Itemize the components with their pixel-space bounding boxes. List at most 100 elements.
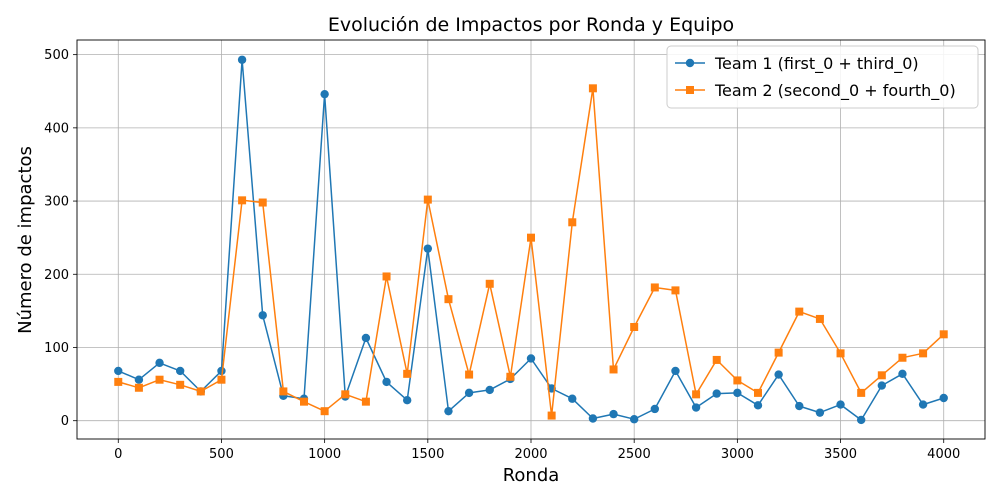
data-point: [258, 311, 267, 320]
data-point: [568, 218, 577, 227]
data-point: [898, 369, 907, 379]
x-tick-label: 1500: [411, 447, 444, 462]
data-point: [691, 403, 701, 412]
legend: Team 1 (first_0 + third_0) Team 2 (second…: [666, 45, 979, 109]
data-point: [877, 371, 886, 380]
data-point: [733, 376, 742, 385]
data-point: [238, 196, 247, 205]
data-point: [382, 377, 391, 387]
data-point: [568, 394, 577, 403]
y-tick-label: 100: [44, 341, 69, 356]
data-point: [527, 233, 535, 242]
legend-box: [666, 45, 979, 109]
data-point: [919, 349, 928, 358]
series-1: [114, 55, 948, 425]
data-point: [361, 397, 370, 406]
data-point: [114, 377, 123, 386]
legend-item-1: Team 1 (first_0 + third_0): [675, 54, 919, 74]
y-tick-label: 400: [44, 121, 69, 136]
data-point: [465, 370, 474, 379]
x-tick-label: 3500: [824, 447, 857, 462]
series-layer: [114, 55, 948, 425]
data-point: [939, 330, 948, 339]
data-point: [320, 407, 329, 416]
x-tick-label: 2000: [514, 447, 547, 462]
legend-marker: [686, 86, 694, 94]
data-point: [444, 295, 453, 304]
x-axis-title: Ronda: [503, 465, 560, 486]
data-point: [856, 415, 866, 425]
data-point: [237, 55, 247, 64]
data-point: [753, 401, 763, 410]
series-2: [114, 84, 948, 420]
plot-frame: [76, 39, 986, 440]
data-point: [795, 307, 804, 316]
axes: [73, 39, 986, 443]
data-point: [795, 401, 804, 411]
data-point: [506, 372, 515, 381]
data-point: [175, 366, 185, 376]
data-point: [836, 349, 845, 358]
y-axis-title: Número de impactos: [15, 146, 36, 334]
data-point: [464, 388, 474, 398]
data-point: [526, 354, 536, 363]
data-point: [258, 198, 267, 207]
data-point: [402, 395, 412, 405]
data-point: [898, 353, 907, 362]
tick-labels: 0 500 1000 1500 2000 2500 3000 3500 4000 0 100 200 3…: [44, 48, 960, 462]
data-point: [939, 393, 948, 403]
data-point: [423, 195, 432, 204]
data-point: [733, 388, 742, 398]
data-point: [444, 406, 453, 416]
data-point: [857, 388, 866, 397]
data-point: [712, 389, 721, 398]
data-point: [382, 272, 391, 281]
data-point: [712, 355, 721, 364]
data-point: [671, 286, 680, 295]
x-tick-label: 2500: [618, 447, 651, 462]
data-point: [754, 388, 762, 397]
y-tick-label: 200: [44, 268, 69, 283]
x-tick-label: 3000: [721, 447, 754, 462]
data-point: [134, 375, 144, 384]
data-point: [836, 400, 845, 409]
legend-item-2: Team 2 (second_0 + fourth_0): [675, 81, 956, 101]
data-point: [423, 244, 433, 253]
legend-marker: [685, 58, 695, 68]
x-tick-label: 1000: [308, 447, 341, 462]
legend-label: Team 1 (first_0 + third_0): [714, 54, 919, 74]
data-point: [403, 369, 412, 378]
x-tick-label: 4000: [927, 447, 960, 462]
chart-title: Evolución de Impactos por Ronda y Equipo: [328, 14, 734, 36]
data-point: [114, 366, 123, 376]
data-point: [609, 365, 618, 374]
x-tick-label: 500: [209, 447, 234, 462]
data-point: [609, 409, 618, 419]
data-point: [650, 404, 660, 414]
x-tick-label: 0: [114, 447, 122, 462]
y-tick-label: 0: [61, 414, 69, 429]
data-point: [588, 414, 598, 423]
data-point: [774, 370, 783, 379]
data-point: [134, 383, 143, 392]
data-point: [217, 366, 226, 376]
data-point: [547, 411, 556, 420]
y-tick-label: 300: [44, 195, 69, 210]
data-point: [774, 348, 783, 357]
data-point: [485, 279, 494, 288]
data-point: [361, 333, 371, 343]
data-point: [176, 380, 185, 389]
data-point: [671, 366, 680, 376]
data-point: [629, 415, 639, 424]
data-point: [485, 385, 494, 395]
data-point: [877, 381, 887, 390]
data-point: [588, 84, 597, 93]
data-point: [320, 89, 329, 99]
data-point: [815, 408, 825, 417]
legend-label: Team 2 (second_0 + fourth_0): [714, 81, 956, 101]
data-point: [155, 358, 164, 368]
data-point: [279, 387, 288, 396]
data-point: [217, 375, 226, 384]
data-point: [815, 314, 824, 323]
